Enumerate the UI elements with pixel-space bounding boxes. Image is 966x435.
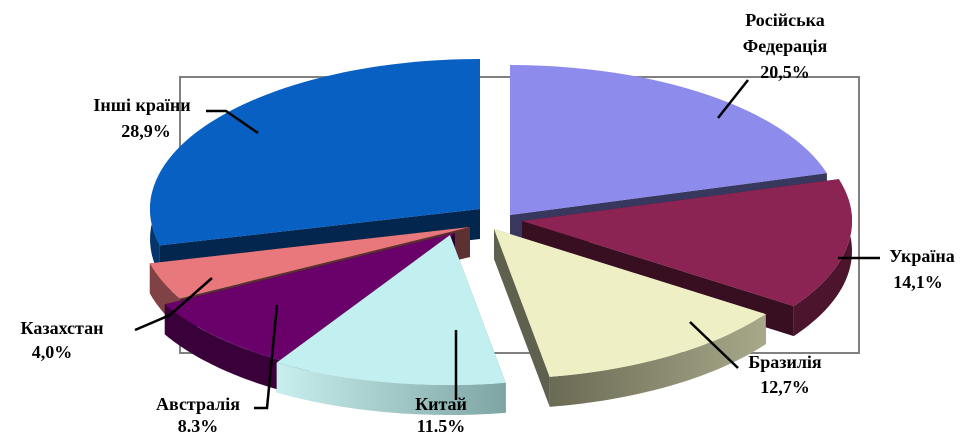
label-russia-line1: Російська <box>745 10 825 30</box>
slice-china <box>276 235 506 415</box>
leader-lines <box>134 79 880 410</box>
leader-line-russia <box>717 79 749 119</box>
label-australia-name: Австралія <box>156 394 240 414</box>
label-others-name: Інші країни <box>93 95 190 115</box>
pie-slices <box>149 59 852 415</box>
label-kazakhstan-name: Казахстан <box>21 318 104 338</box>
slice-australia-side <box>164 304 282 391</box>
label-brazil-name: Бразилія <box>748 352 822 372</box>
slice-labels: Російська Федерація 20,5% Україна 14,1% … <box>21 10 955 435</box>
label-ukraine-value: 14,1% <box>893 272 943 292</box>
label-china-name: Китай <box>415 394 467 414</box>
slice-australia-top <box>164 233 455 361</box>
label-russia-line2: Федерація <box>743 36 828 56</box>
slice-ukraine-top <box>522 179 852 307</box>
slice-ukraine-side <box>793 198 852 337</box>
label-ukraine-name: Україна <box>889 246 955 266</box>
slice-china-side <box>276 362 506 415</box>
slice-china-top <box>276 235 506 385</box>
leader-line-others <box>206 109 259 135</box>
leader-line-brazil <box>689 321 739 369</box>
slice-brazil-top <box>494 229 766 377</box>
leader-line-kazakhstan <box>134 277 213 332</box>
label-others-value: 28,9% <box>121 121 171 141</box>
slice-others-top <box>150 59 481 246</box>
slice-others-side <box>150 191 160 276</box>
slice-russia-top <box>510 65 827 215</box>
label-brazil-value: 12,7% <box>760 377 810 397</box>
slice-brazil <box>494 229 766 407</box>
label-australia-value: 8.3% <box>178 416 219 435</box>
slice-brazil-side <box>549 314 766 407</box>
label-china-value: 11.5% <box>417 416 466 435</box>
label-kazakhstan-value: 4,0% <box>32 342 73 362</box>
slice-brazil-wall-1 <box>494 229 550 407</box>
label-russia-value: 20,5% <box>760 62 810 82</box>
slice-kazakhstan-top <box>149 227 471 299</box>
leader-line-australia <box>254 304 279 410</box>
